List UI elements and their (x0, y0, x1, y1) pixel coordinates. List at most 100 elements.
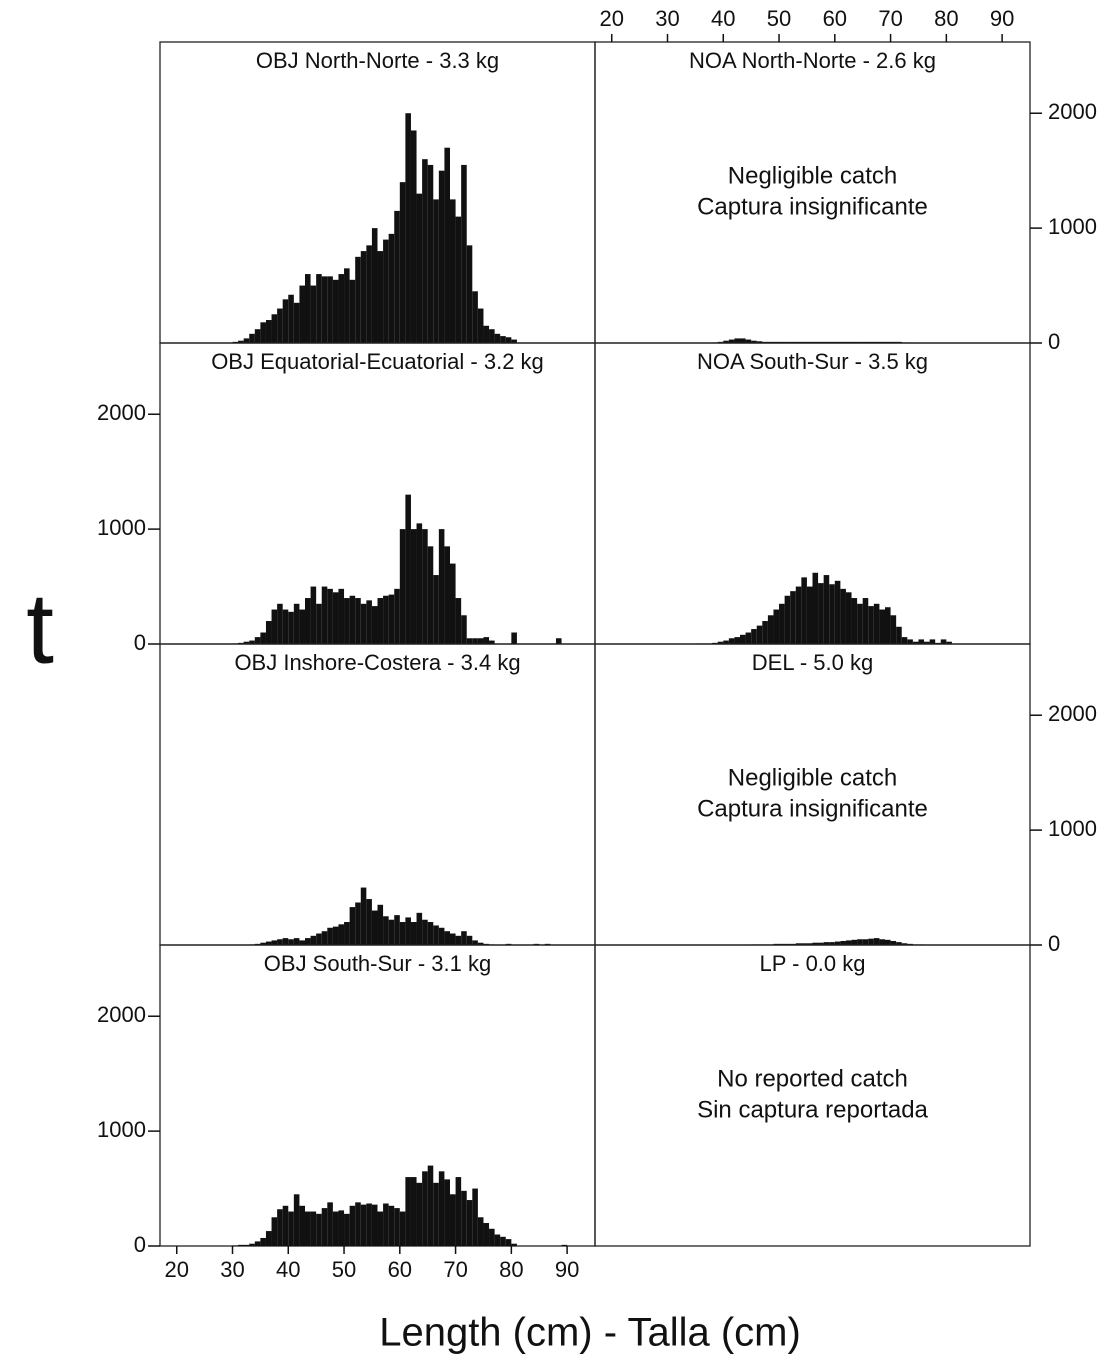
x-tick-label: 60 (388, 1257, 412, 1282)
bar (868, 606, 874, 644)
bar (873, 938, 880, 945)
bar (338, 924, 345, 945)
bar (288, 939, 294, 945)
x-tick-label: 50 (767, 6, 791, 31)
bar (299, 940, 305, 945)
bar (444, 1179, 450, 1246)
x-tick-label: 80 (934, 6, 958, 31)
panel-title: OBJ Equatorial-Ecuatorial - 3.2 kg (211, 349, 544, 374)
bar (717, 641, 724, 644)
bar (316, 1213, 322, 1246)
bar (388, 233, 395, 343)
panel-title: LP - 0.0 kg (760, 951, 866, 976)
bar (321, 276, 328, 343)
bar (265, 941, 272, 945)
bar (918, 639, 925, 644)
bar (293, 1194, 300, 1246)
bar (845, 592, 852, 644)
bar (265, 1231, 272, 1246)
bar (422, 1171, 428, 1246)
bar (795, 586, 802, 644)
bar (321, 1208, 328, 1246)
bar (405, 113, 411, 343)
bar (896, 942, 902, 945)
bar (360, 603, 367, 644)
bar (494, 333, 501, 343)
bar (310, 1211, 317, 1246)
bar (734, 338, 740, 343)
bar (433, 925, 439, 945)
bar (288, 611, 294, 644)
bar (767, 615, 774, 644)
bar (756, 625, 763, 644)
bar (299, 285, 305, 343)
bar (455, 598, 462, 644)
bar (243, 641, 250, 644)
y-tick-label: 1000 (1048, 214, 1097, 239)
bar (438, 927, 445, 945)
bar (260, 322, 266, 343)
bar (734, 637, 740, 644)
bar (265, 320, 272, 343)
bar (745, 632, 752, 644)
x-tick-label: 70 (878, 6, 902, 31)
bar (305, 598, 311, 644)
bar (288, 294, 294, 343)
x-axis-label: Length (cm) - Talla (cm) (379, 1311, 801, 1355)
bar (818, 583, 824, 644)
bar (243, 1244, 250, 1246)
bar (299, 609, 305, 644)
bar (773, 609, 780, 644)
bar (405, 494, 411, 644)
bar (511, 1243, 517, 1246)
bar (416, 523, 423, 644)
bar (349, 907, 356, 945)
bar (466, 935, 473, 945)
bar (461, 164, 467, 343)
bar (940, 639, 947, 644)
bar (332, 1211, 339, 1246)
bar (823, 942, 830, 945)
bar (801, 577, 807, 644)
bar (344, 268, 350, 343)
bar (360, 1204, 367, 1246)
bar (282, 609, 289, 644)
bar (316, 274, 322, 343)
bar (901, 943, 908, 945)
bar (723, 340, 729, 343)
bar (500, 336, 506, 343)
bar (410, 130, 417, 343)
bar (388, 919, 395, 945)
bar (349, 279, 356, 343)
bar (243, 338, 250, 343)
bar (851, 939, 858, 945)
bar (834, 941, 841, 945)
bar (489, 329, 495, 343)
bar (438, 170, 445, 343)
bar (305, 1211, 311, 1246)
bar (438, 529, 445, 644)
bar (784, 595, 791, 644)
bar (299, 1205, 305, 1246)
bar (249, 640, 255, 644)
bar (829, 584, 835, 644)
bar (260, 942, 266, 945)
x-tick-label: 20 (599, 6, 623, 31)
bar (282, 938, 289, 945)
bar (483, 637, 490, 644)
bar (477, 942, 484, 945)
bar (271, 609, 278, 644)
y-tick-label: 0 (1048, 931, 1060, 956)
bar (371, 910, 378, 945)
bar (885, 939, 891, 945)
bar (489, 1228, 495, 1246)
bar (740, 338, 746, 343)
bar (238, 1244, 244, 1246)
bar (450, 1194, 456, 1246)
panel-note: Negligible catch (728, 162, 897, 189)
y-tick-label: 2000 (97, 1002, 146, 1027)
bar (422, 159, 428, 343)
bar (271, 314, 278, 343)
bar (823, 575, 830, 644)
